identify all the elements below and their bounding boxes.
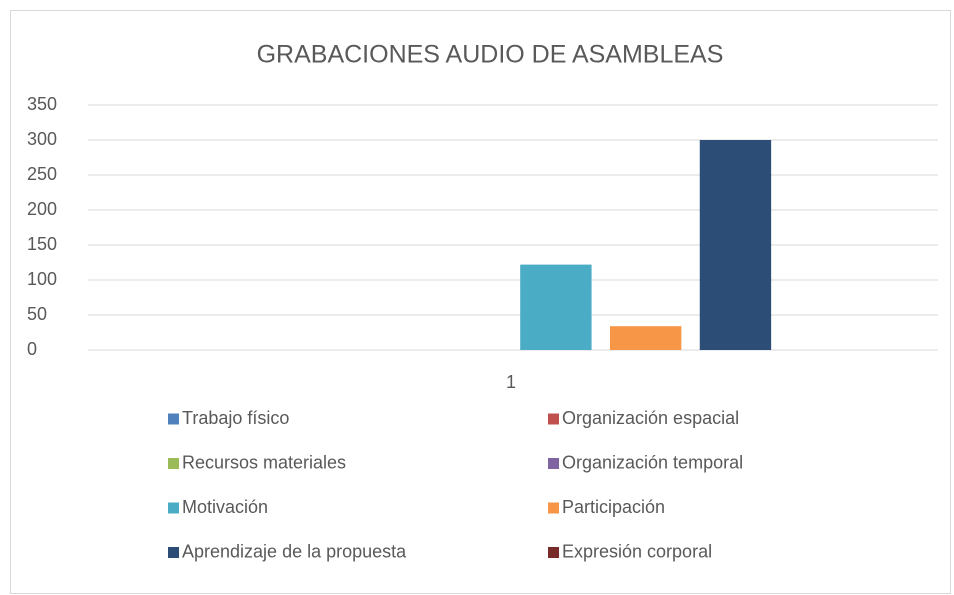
legend-swatch [548,547,559,558]
bar [699,140,772,350]
legend-swatch [548,458,559,469]
legend-swatch [548,502,559,514]
legend-label: Aprendizaje de la propuesta [182,541,407,561]
y-tick-label: 150 [27,234,57,254]
y-tick-label: 350 [27,94,57,114]
legend-label: Motivación [182,497,268,517]
legend-label: Organización temporal [562,452,743,472]
y-tick-label: 0 [27,339,37,359]
y-tick-label: 100 [27,269,57,289]
bar [609,326,682,350]
legend-label: Expresión corporal [562,541,712,561]
legend-swatch [168,413,179,425]
legend-swatch [168,547,179,558]
legend-label: Organización espacial [562,408,739,428]
bar [520,264,592,350]
legend-label: Trabajo físico [182,408,289,428]
legend-swatch [548,413,559,425]
legend-label: Participación [562,497,665,517]
x-tick-label: 1 [506,372,516,392]
legend-swatch [168,458,179,469]
legend-label: Recursos materiales [182,452,346,472]
legend-swatch [168,502,179,514]
y-tick-label: 50 [27,304,47,324]
y-tick-label: 200 [27,199,57,219]
chart-border [10,10,951,594]
chart-title: GRABACIONES AUDIO DE ASAMBLEAS [257,41,724,69]
y-tick-label: 250 [27,164,57,184]
y-tick-label: 300 [27,129,57,149]
